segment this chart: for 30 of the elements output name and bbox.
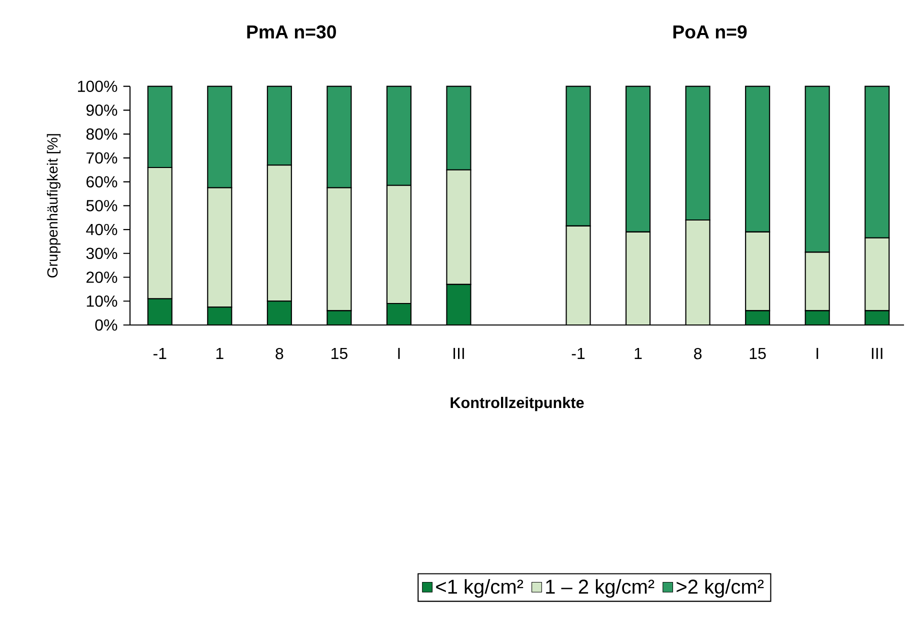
x-tick-label: III bbox=[872, 348, 882, 359]
x-tick-label: I bbox=[398, 348, 400, 359]
y-tick-label: 50% bbox=[86, 200, 118, 212]
y-axis-title: Gruppenhäufigkeit [%] bbox=[46, 134, 61, 278]
y-tick-label: 20% bbox=[86, 272, 118, 283]
text: PoA n=9 bbox=[673, 25, 747, 39]
y-tick-label: 10% bbox=[86, 295, 118, 307]
y-tick-label: 80% bbox=[86, 128, 118, 140]
x-tick-label: 15 bbox=[332, 348, 348, 360]
legend-label: >2 kg/cm² bbox=[676, 579, 764, 598]
text: PmA n=30 bbox=[247, 25, 336, 39]
y-tick-label: 30% bbox=[86, 248, 118, 260]
y-tick-label: 90% bbox=[86, 104, 118, 116]
y-tick-label: 0% bbox=[95, 319, 118, 331]
x-tick-label: -1 bbox=[572, 348, 585, 359]
x-tick-label: 8 bbox=[694, 348, 702, 360]
y-tick-label: 60% bbox=[86, 176, 118, 188]
y-tick-label: 40% bbox=[86, 224, 118, 236]
y-tick-label: 70% bbox=[86, 152, 118, 164]
x-tick-label: 1 bbox=[634, 348, 642, 359]
x-tick-label: I bbox=[816, 348, 818, 359]
x-tick-label: III bbox=[454, 348, 464, 359]
x-axis-title: Kontrollzeitpunkte bbox=[450, 396, 584, 412]
x-tick-label: 1 bbox=[216, 348, 224, 359]
x-tick-label: 8 bbox=[276, 348, 284, 360]
x-tick-label: 15 bbox=[750, 348, 766, 360]
y-tick-label: 100% bbox=[78, 80, 118, 92]
legend-label: 1 – 2 kg/cm² bbox=[546, 579, 654, 598]
x-tick-label: -1 bbox=[153, 348, 166, 359]
legend-label: <1 kg/cm² bbox=[436, 579, 524, 598]
